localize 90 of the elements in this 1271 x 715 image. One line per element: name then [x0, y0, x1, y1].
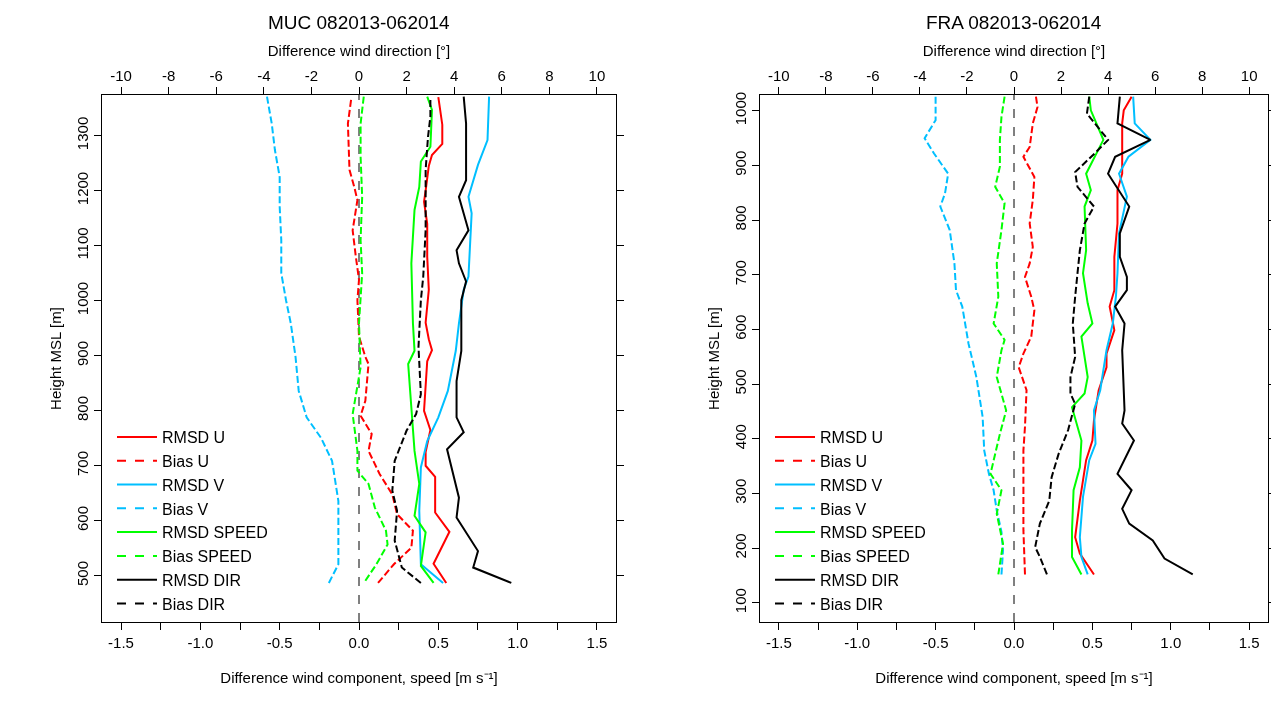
x2-tick-label: -8: [161, 67, 176, 84]
x-tick-label: 1.5: [1238, 634, 1260, 651]
line-series: [418, 95, 491, 584]
x-tick-label: 0.5: [1081, 634, 1103, 651]
legend-label: Bias DIR: [820, 595, 884, 613]
y-axis-title: Height MSL [m]: [705, 307, 723, 410]
x2-tick-label: 10: [1240, 67, 1258, 84]
legend-label: RMSD U: [162, 429, 226, 447]
x2-tick-label: 6: [1150, 67, 1160, 84]
x-tick-label: 1.5: [586, 634, 608, 651]
x2-tick-label: -6: [866, 67, 880, 84]
x-tick-label: -0.5: [922, 634, 949, 651]
legend-label: Bias SPEED: [162, 548, 252, 566]
y-tick-label: 1200: [74, 171, 91, 206]
x2-tick-label: 6: [497, 67, 506, 84]
line-series: [1074, 95, 1133, 576]
x-tick-label: -1.5: [765, 634, 792, 651]
legend-label: Bias U: [820, 452, 868, 470]
legend-label: Bias V: [162, 500, 209, 518]
x2-tick-label: 0: [354, 67, 364, 84]
line-series: [923, 95, 1005, 576]
x-tick-label: 0.0: [1003, 634, 1025, 651]
x-axis-title: Difference wind component, speed [m s⁻¹]: [220, 669, 498, 686]
legend-label: RMSD V: [162, 476, 225, 494]
x2-tick-label: 4: [1103, 67, 1113, 84]
x2-tick-label: 0: [1009, 67, 1019, 84]
legend-label: Bias DIR: [162, 595, 226, 613]
x2-tick-label: 2: [402, 67, 411, 84]
x2-tick-label: 10: [588, 67, 606, 84]
x-tick-label: 1.0: [1160, 634, 1182, 651]
line-series: [423, 96, 451, 584]
legend-label: RMSD SPEED: [162, 524, 268, 542]
x2-tick-label: -10: [110, 67, 132, 84]
x2-tick-label: -8: [819, 67, 833, 84]
chart-title: MUC 082013-062014: [268, 12, 451, 33]
y-tick-label: 900: [732, 150, 749, 176]
legend-label: RMSD V: [820, 476, 883, 494]
line-series: [265, 95, 340, 584]
x-tick-label: -1.5: [108, 634, 134, 651]
y-tick-label: 400: [732, 424, 749, 450]
x-tick-label: 0.0: [348, 634, 370, 651]
y-tick-label: 300: [732, 478, 749, 504]
legend-label: RMSD SPEED: [820, 524, 926, 542]
x-tick-label: 1.0: [507, 634, 529, 651]
y-tick-label: 600: [732, 314, 749, 340]
x2-tick-label: -6: [209, 67, 223, 84]
y-tick-label: 1300: [74, 116, 91, 151]
x-tick-label: -1.0: [187, 634, 214, 651]
line-series: [1078, 95, 1152, 576]
legend-label: RMSD U: [820, 429, 884, 447]
x2-tick-label: 4: [450, 67, 459, 84]
x2-tick-label: -10: [767, 67, 790, 84]
y-tick-label: 600: [74, 506, 91, 532]
x2-tick-label: -2: [960, 67, 974, 84]
x-axis-title: Difference wind component, speed [m s⁻¹]: [875, 669, 1153, 686]
y-tick-label: 800: [74, 395, 91, 422]
y-axis-title: Height MSL [m]: [47, 307, 65, 410]
line-series: [351, 95, 389, 582]
y-tick-label: 700: [74, 451, 91, 477]
line-series: [989, 95, 1008, 576]
legend-label: Bias U: [162, 452, 210, 470]
x2-axis-title: Difference wind direction [°]: [922, 42, 1106, 60]
x-tick-label: -0.5: [266, 634, 293, 651]
x2-tick-label: -4: [913, 67, 927, 84]
line-series: [346, 98, 414, 584]
legend-label: Bias V: [820, 500, 867, 518]
x2-tick-label: 8: [1197, 67, 1207, 84]
y-tick-label: 800: [732, 205, 749, 231]
chart-title: FRA 082013-062014: [926, 12, 1102, 33]
legend-label: Bias SPEED: [820, 548, 910, 566]
line-series: [407, 95, 435, 584]
legend-label: RMSD DIR: [162, 571, 242, 589]
legend-label: RMSD DIR: [820, 571, 900, 589]
y-tick-label: 200: [732, 533, 749, 559]
x2-tick-label: -2: [304, 67, 319, 84]
x2-tick-label: 2: [1056, 67, 1066, 84]
y-tick-label: 1000: [732, 91, 749, 126]
y-tick-label: 500: [732, 369, 749, 395]
x-tick-label: -1.0: [844, 634, 871, 651]
x-tick-label: 0.5: [427, 634, 449, 651]
y-tick-label: 700: [732, 260, 749, 286]
line-series: [1017, 95, 1039, 576]
x2-tick-label: 8: [545, 67, 554, 84]
y-tick-label: 900: [74, 340, 91, 367]
y-tick-label: 100: [732, 588, 749, 614]
y-tick-label: 1100: [74, 227, 91, 260]
x2-tick-label: -4: [257, 67, 271, 84]
x2-axis-title: Difference wind direction [°]: [267, 42, 451, 60]
y-tick-label: 1000: [74, 281, 91, 316]
y-tick-label: 500: [74, 561, 91, 587]
